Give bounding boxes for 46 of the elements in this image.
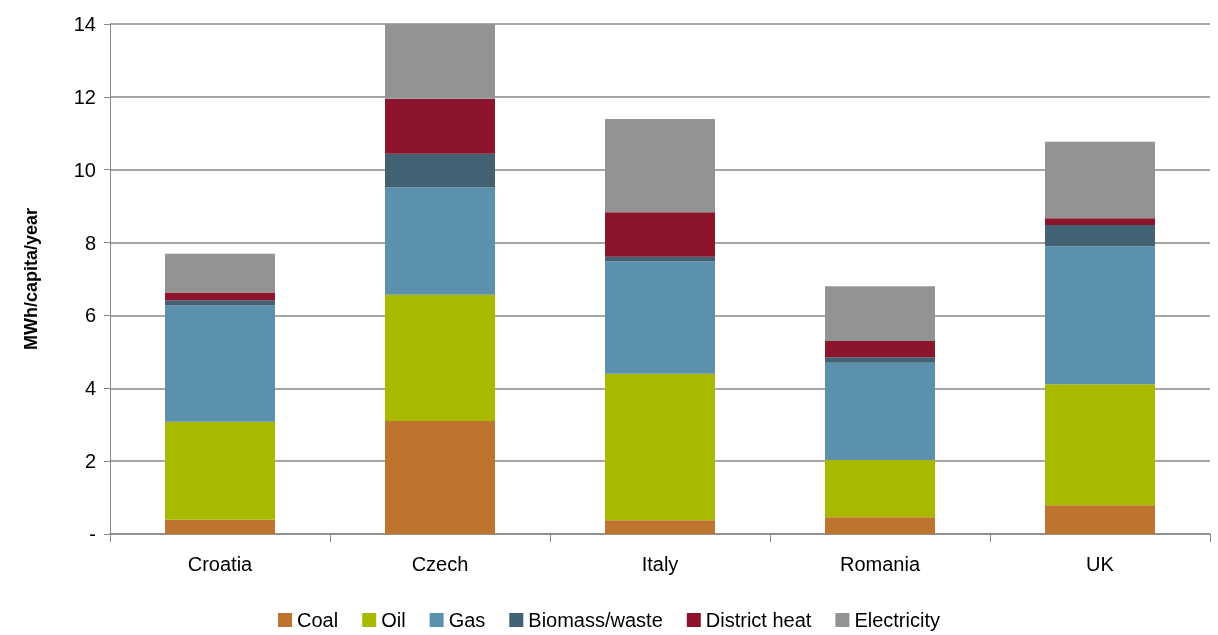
bar bbox=[385, 187, 495, 295]
bar bbox=[1045, 384, 1155, 506]
x-tick-label: Czech bbox=[411, 553, 469, 575]
bar bbox=[385, 421, 495, 534]
legend-label: Biomass/waste bbox=[528, 609, 663, 631]
bar bbox=[385, 98, 495, 154]
y-tick-label: 10 bbox=[73, 158, 96, 181]
bar bbox=[165, 519, 275, 534]
bar bbox=[605, 261, 715, 374]
y-tick-label: - bbox=[89, 523, 96, 545]
bar bbox=[165, 421, 275, 520]
bar bbox=[605, 256, 715, 262]
bar bbox=[825, 362, 935, 461]
y-tick-label: 8 bbox=[84, 231, 96, 254]
bar bbox=[1045, 225, 1155, 247]
bar bbox=[385, 153, 495, 188]
bar bbox=[1045, 246, 1155, 385]
bar bbox=[1045, 218, 1155, 226]
bar bbox=[605, 373, 715, 521]
bar bbox=[1045, 505, 1155, 534]
bar bbox=[605, 212, 715, 257]
x-tick-label: Italy bbox=[641, 553, 679, 575]
bar bbox=[165, 253, 275, 293]
legend-label: Gas bbox=[448, 609, 486, 631]
x-tick-label: Croatia bbox=[187, 553, 254, 575]
y-axis-title: MWh/capita/year bbox=[21, 207, 41, 351]
bar bbox=[165, 300, 275, 306]
x-tick-label: UK bbox=[1086, 553, 1115, 575]
bar bbox=[825, 517, 935, 534]
bar bbox=[825, 357, 935, 363]
y-tick-label: 14 bbox=[73, 13, 96, 35]
bar bbox=[825, 460, 935, 518]
legend-label: Electricity bbox=[854, 609, 940, 631]
y-tick-label: 2 bbox=[84, 450, 96, 473]
x-tick-label: Romania bbox=[839, 553, 921, 575]
bar bbox=[385, 294, 495, 422]
bar bbox=[165, 305, 275, 422]
y-tick-label: 6 bbox=[84, 304, 96, 327]
bar bbox=[825, 340, 935, 358]
bar bbox=[605, 520, 715, 534]
y-tick-label: 4 bbox=[84, 377, 96, 400]
y-tick-label: 12 bbox=[73, 85, 96, 108]
legend-label: Oil bbox=[381, 609, 406, 631]
legend-label: Coal bbox=[297, 609, 339, 631]
bar bbox=[165, 292, 275, 301]
legend-label: District heat bbox=[705, 609, 812, 631]
